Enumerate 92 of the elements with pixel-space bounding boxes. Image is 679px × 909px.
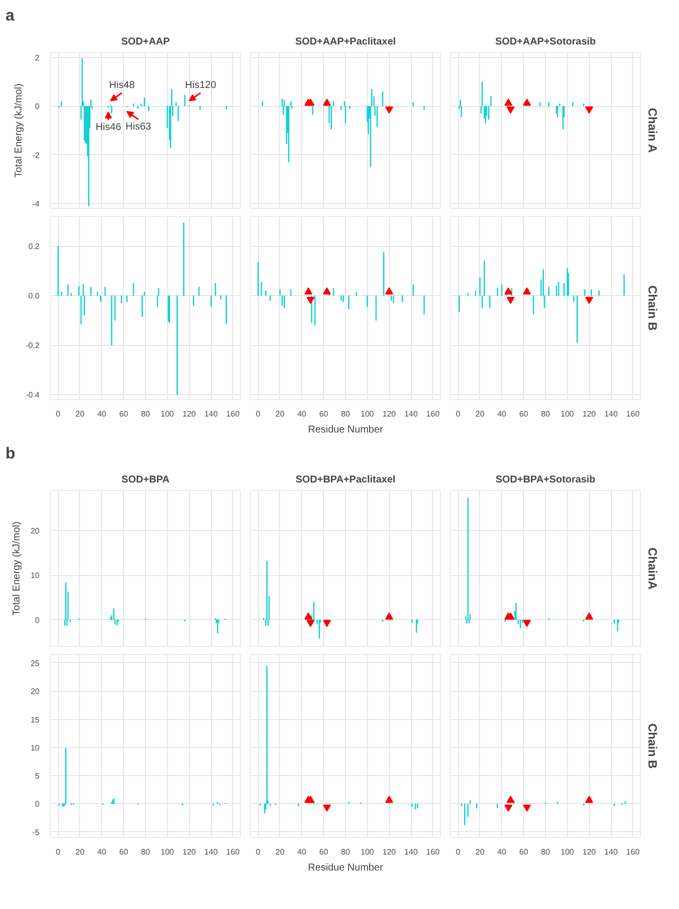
x-axis-title: Residue Number: [308, 862, 384, 874]
y-tick-label: 0: [35, 800, 40, 809]
x-tick-label: 40: [297, 410, 307, 418]
x-tick-label: 20: [276, 848, 285, 856]
x-tick-label: 20: [76, 410, 85, 418]
x-tick-label: 20: [76, 848, 85, 856]
x-tick-label: 100: [160, 848, 175, 856]
x-tick-label: 120: [582, 410, 596, 418]
x-tick-label: 80: [141, 410, 150, 418]
chart-title: SOD+AAP: [121, 36, 170, 48]
x-tick-label: 100: [360, 848, 375, 856]
x-tick-label: 140: [204, 410, 218, 418]
x-tick-label: 0: [456, 410, 461, 418]
x-tick-label: 40: [297, 848, 307, 856]
x-tick-label: 60: [119, 410, 129, 418]
x-tick-label: 160: [226, 848, 240, 856]
x-tick-label: 60: [319, 410, 329, 418]
annotation: His46: [96, 122, 122, 133]
y-tick-label: 0.0: [28, 292, 40, 301]
x-tick-label: 60: [119, 848, 129, 856]
text: b: [6, 446, 16, 462]
y-tick-label: 5: [35, 772, 40, 781]
x-tick-label: 140: [404, 848, 418, 856]
chart-title: SOD+BPA+Paclitaxel: [296, 474, 396, 486]
x-tick-label: 160: [626, 848, 640, 856]
x-tick-label: 20: [476, 410, 485, 418]
x-tick-label: 120: [382, 848, 396, 856]
y-tick-label: -0.4: [26, 390, 40, 400]
x-tick-label: 0: [56, 848, 61, 856]
y-axis-title: Total Energy (kJ/mol): [12, 522, 23, 616]
x-tick-label: 120: [182, 848, 196, 856]
x-tick-label: 140: [604, 848, 618, 856]
x-tick-label: 80: [341, 848, 350, 856]
x-tick-label: 80: [541, 410, 550, 418]
y2-axis-title: Chain B: [646, 285, 660, 331]
x-axis-title: Residue Number: [308, 424, 384, 436]
chart-title: SOD+BPA+Sotorasib: [496, 474, 596, 486]
y-tick-label: 10: [30, 743, 40, 752]
x-tick-label: 80: [341, 410, 350, 418]
x-tick-label: 0: [256, 848, 261, 856]
annotation: His120: [185, 80, 217, 91]
y-tick-label: 0.2: [28, 242, 40, 252]
y-tick-label: -0.2: [26, 341, 40, 350]
x-tick-label: 80: [541, 848, 550, 856]
x-tick-label: 60: [319, 848, 329, 856]
x-tick-label: 40: [497, 410, 507, 418]
x-tick-label: 100: [360, 410, 375, 418]
x-tick-label: 160: [626, 410, 640, 418]
y-tick-label: 15: [30, 715, 40, 724]
y-tick-label: 20: [30, 526, 40, 536]
x-tick-label: 40: [497, 848, 507, 856]
x-tick-label: 40: [97, 410, 107, 418]
x-tick-label: 100: [560, 410, 575, 418]
y-axis-title: Total Energy (kJ/mol): [13, 84, 24, 178]
x-tick-label: 20: [276, 410, 285, 418]
y-tick-label: 25: [30, 658, 40, 668]
x-tick-label: 160: [426, 848, 440, 856]
y-tick-label: 0: [35, 616, 40, 625]
annotation: His63: [126, 121, 152, 132]
text: a: [6, 8, 14, 24]
chart-title: SOD+AAP+Sotorasib: [495, 36, 596, 48]
x-tick-label: 160: [426, 410, 440, 418]
chart-title: SOD+AAP+Paclitaxel: [295, 36, 396, 48]
x-tick-label: 120: [382, 410, 396, 418]
y2-axis-title: Chain A: [646, 108, 660, 154]
annotation: His48: [109, 80, 136, 91]
x-tick-label: 0: [256, 410, 261, 418]
y-tick-label: 0: [35, 102, 40, 112]
y-tick-label: 10: [30, 571, 40, 580]
x-tick-label: 0: [456, 848, 461, 856]
x-tick-label: 160: [226, 410, 240, 418]
x-tick-label: 40: [97, 848, 107, 856]
y2-axis-title: ChainA: [646, 548, 660, 590]
y-tick-label: -5: [32, 828, 40, 837]
y-tick-label: 2: [35, 53, 40, 62]
x-tick-label: 120: [182, 410, 196, 418]
x-tick-label: 100: [560, 848, 575, 856]
x-tick-label: 60: [519, 848, 529, 856]
x-tick-label: 20: [476, 848, 485, 856]
y-tick-label: -4: [32, 200, 40, 209]
x-tick-label: 140: [404, 410, 418, 418]
x-tick-label: 80: [141, 848, 150, 856]
x-tick-label: 100: [160, 410, 175, 418]
x-tick-label: 140: [204, 848, 218, 856]
chart-title: SOD+BPA: [122, 474, 170, 486]
x-tick-label: 60: [519, 410, 529, 418]
x-tick-label: 120: [582, 848, 596, 856]
x-tick-label: 0: [56, 410, 61, 418]
y-tick-label: -2: [32, 150, 40, 160]
y2-axis-title: Chain B: [646, 723, 660, 769]
y-tick-label: 20: [30, 687, 40, 696]
x-tick-label: 140: [604, 410, 618, 418]
